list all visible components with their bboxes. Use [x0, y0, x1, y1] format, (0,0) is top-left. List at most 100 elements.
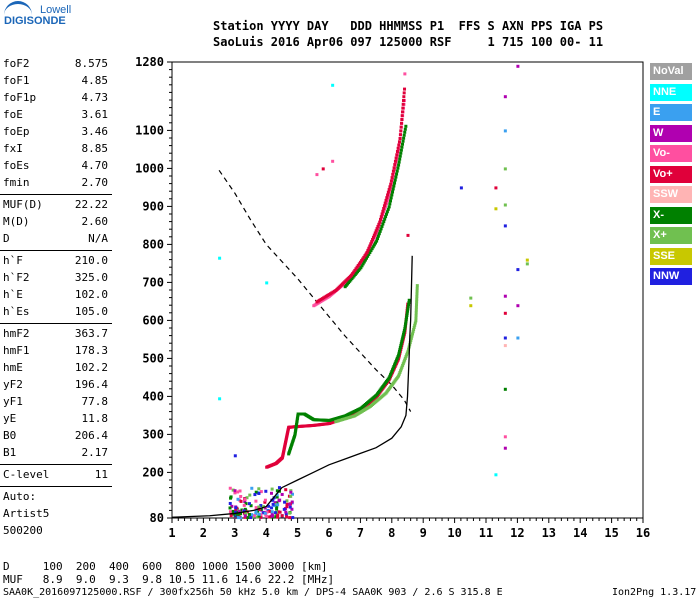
param-value: 178.3	[74, 344, 108, 357]
es-echo-point	[269, 491, 273, 495]
echo-trace-point	[399, 369, 403, 373]
echo-trace-point	[398, 154, 402, 158]
echo-trace-point	[359, 266, 363, 270]
param-name: h`E	[3, 288, 23, 301]
es-echo-point	[230, 504, 234, 508]
echo-trace-point	[391, 172, 395, 176]
isolated-echo-point	[503, 344, 507, 348]
echo-trace-point	[374, 229, 378, 233]
y-tick-label: 500	[142, 351, 164, 365]
isolated-echo-point	[403, 72, 407, 76]
param-value: 4.70	[81, 159, 109, 172]
es-echo-point	[274, 515, 278, 519]
es-echo-point	[233, 491, 237, 495]
echo-trace-point	[413, 321, 417, 325]
es-echo-point	[245, 496, 249, 500]
echo-trace-point	[404, 318, 408, 322]
isolated-echo-point	[503, 203, 507, 207]
legend-item-sse: SSE	[650, 247, 692, 265]
es-echo-point	[277, 486, 281, 490]
es-echo-point	[288, 502, 292, 506]
param-value: 196.4	[74, 378, 108, 391]
echo-trace-point	[397, 143, 401, 147]
echo-trace-point	[382, 204, 386, 208]
param-hme: hmE 102.2	[3, 361, 108, 377]
isolated-echo-point	[503, 129, 507, 133]
param-name: foEs	[3, 159, 30, 172]
es-echo-point	[237, 510, 241, 514]
param-name: yE	[3, 412, 17, 425]
echo-trace-point	[390, 369, 394, 373]
echo-trace-point	[396, 355, 400, 359]
echo-trace-point	[406, 307, 410, 311]
es-echo-point	[229, 514, 233, 518]
echo-trace-point	[379, 227, 383, 231]
echo-trace-point	[355, 265, 359, 269]
x-tick-label: 9	[420, 526, 427, 540]
es-echo-point	[288, 516, 292, 520]
echo-trace-point	[363, 258, 367, 262]
echo-trace-point	[379, 215, 383, 219]
param-hes: h`Es 105.0	[3, 305, 108, 321]
echo-trace-point	[398, 133, 402, 137]
isolated-echo-point	[494, 473, 498, 477]
echo-trace-point	[415, 289, 419, 293]
echo-trace-point	[389, 196, 393, 200]
echo-trace-point	[402, 91, 406, 95]
echo-trace-point	[405, 353, 409, 357]
echo-trace-point	[371, 245, 375, 249]
echo-trace-point	[412, 325, 416, 329]
muf-values-row: MUF 8.9 9.0 9.3 9.8 10.5 11.6 14.6 22.2 …	[3, 573, 335, 586]
echo-trace-point	[404, 322, 408, 326]
echo-trace-point	[393, 164, 397, 168]
es-echo-point	[289, 490, 293, 494]
es-echo-point	[254, 506, 258, 510]
echo-trace-point	[412, 328, 416, 332]
isolated-echo-point	[503, 387, 507, 391]
echo-trace-point	[399, 129, 403, 133]
legend-item-ssw: SSW	[650, 186, 692, 203]
x-tick-label: 7	[357, 526, 364, 540]
x-tick-label: 12	[510, 526, 524, 540]
echo-trace-point	[368, 251, 372, 254]
echo-trace-point	[395, 169, 399, 173]
es-echo-point	[282, 507, 286, 511]
echo-trace-point	[414, 313, 418, 317]
echo-trace-point	[397, 372, 401, 376]
param-foep: foEp 3.46	[3, 125, 108, 141]
echo-trace-point	[406, 305, 410, 309]
param-name: hmF1	[3, 344, 30, 357]
isolated-echo-point	[469, 304, 473, 308]
echo-trace-point	[402, 330, 406, 334]
es-echo-point	[243, 514, 247, 518]
echo-trace-point	[402, 136, 406, 140]
echo-trace-point	[394, 175, 398, 179]
echo-trace-point	[380, 212, 384, 216]
echo-trace-point	[369, 242, 373, 246]
es-echo-point	[239, 494, 243, 498]
x-tick-label: 13	[542, 526, 556, 540]
es-echo-point	[251, 515, 255, 519]
param-name: fmin	[3, 176, 30, 189]
echo-trace-point	[358, 260, 362, 264]
legend-item-noval: NoVal	[650, 63, 692, 80]
param-value: 206.4	[74, 429, 108, 442]
echo-trace-point	[397, 163, 401, 167]
es-echo-point	[274, 511, 278, 515]
y-tick-label: 600	[142, 313, 164, 327]
echo-trace-point	[403, 130, 407, 134]
es-echo-point	[236, 516, 240, 520]
y-tick-label: 700	[142, 275, 164, 289]
x-tick-label: 4	[263, 526, 270, 540]
echo-trace-point	[398, 137, 402, 140]
param-separator	[0, 194, 112, 195]
echo-trace-point	[395, 172, 399, 176]
echo-trace-point	[392, 365, 396, 368]
es-echo-point	[270, 487, 274, 491]
echo-trace-point	[371, 235, 375, 239]
echo-trace-point	[349, 273, 353, 277]
echo-trace-point	[351, 272, 355, 276]
es-echo-point	[259, 513, 263, 517]
echo-trace-point	[402, 133, 406, 137]
es-echo-point	[263, 506, 267, 510]
